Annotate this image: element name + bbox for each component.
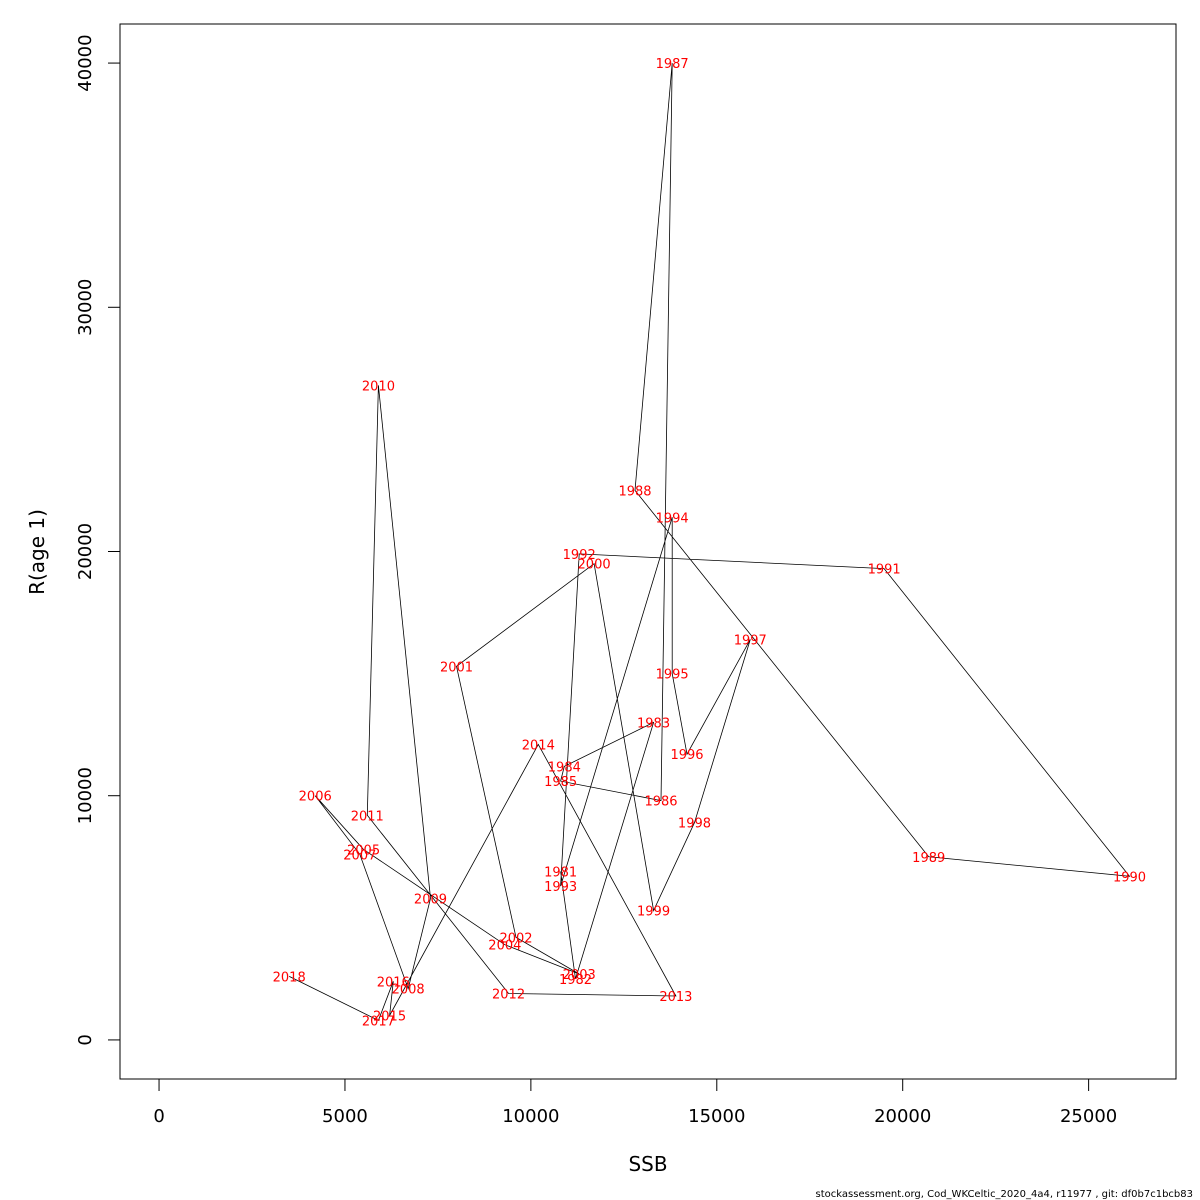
year-label: 1995	[656, 668, 689, 683]
year-label: 1999	[637, 904, 670, 919]
year-label: 1988	[618, 484, 651, 499]
year-label: 2000	[578, 558, 611, 573]
year-label: 1983	[637, 716, 670, 731]
y-axis: 0 10000 20000 30000 40000	[75, 34, 121, 1046]
y-axis-title: R(age 1)	[25, 509, 49, 595]
year-label: 1990	[1113, 870, 1146, 885]
year-label: 1987	[656, 57, 689, 72]
plot-frame	[119, 23, 1177, 1080]
year-label: 2005	[347, 843, 380, 858]
series-line	[289, 63, 1131, 1021]
x-axis: 0 5000 10000 15000 20000 25000	[153, 1078, 1117, 1127]
year-label: 2008	[392, 983, 425, 998]
x-axis-title: SSB	[628, 1152, 667, 1176]
year-label: 1998	[678, 817, 711, 832]
y-tick-label: 10000	[75, 767, 96, 824]
y-tick-label: 20000	[75, 523, 96, 580]
year-label: 1994	[656, 511, 689, 526]
year-label: 1981	[544, 865, 577, 880]
x-tick-label: 5000	[322, 1106, 368, 1127]
year-label: 1984	[548, 760, 581, 775]
year-label: 2002	[499, 931, 532, 946]
year-label: 2014	[522, 738, 555, 753]
y-tick-label: 30000	[75, 279, 96, 336]
y-tick-label: 40000	[75, 34, 96, 91]
year-label: 2010	[362, 379, 395, 394]
year-label: 2018	[273, 970, 306, 985]
year-label: 1986	[644, 795, 677, 810]
x-tick-label: 0	[153, 1106, 164, 1127]
year-label: 2009	[414, 892, 447, 907]
x-tick-label: 25000	[1060, 1106, 1117, 1127]
x-tick-label: 10000	[502, 1106, 559, 1127]
year-label: 1992	[563, 548, 596, 563]
year-label: 1991	[868, 563, 901, 578]
year-label: 1985	[544, 775, 577, 790]
year-label: 1982	[559, 973, 592, 988]
x-tick-label: 15000	[688, 1106, 745, 1127]
year-label: 1997	[734, 633, 767, 648]
footer-text: stockassessment.org, Cod_WKCeltic_2020_4…	[816, 1189, 1193, 1200]
y-tick-label: 0	[75, 1034, 96, 1045]
year-label: 2016	[377, 975, 410, 990]
year-label: 2013	[659, 990, 692, 1005]
year-label: 2001	[440, 660, 473, 675]
year-label: 2003	[563, 968, 596, 983]
year-label: 1993	[544, 880, 577, 895]
year-label: 2012	[492, 988, 525, 1003]
year-label: 1989	[912, 851, 945, 866]
year-label: 2017	[362, 1014, 395, 1029]
year-label: 2011	[351, 809, 384, 824]
year-label: 2006	[299, 790, 332, 805]
year-label: 1996	[670, 748, 703, 763]
year-label: 2007	[343, 848, 376, 863]
year-label: 2015	[373, 1010, 406, 1025]
year-label: 2004	[488, 939, 521, 954]
x-tick-label: 20000	[874, 1106, 931, 1127]
